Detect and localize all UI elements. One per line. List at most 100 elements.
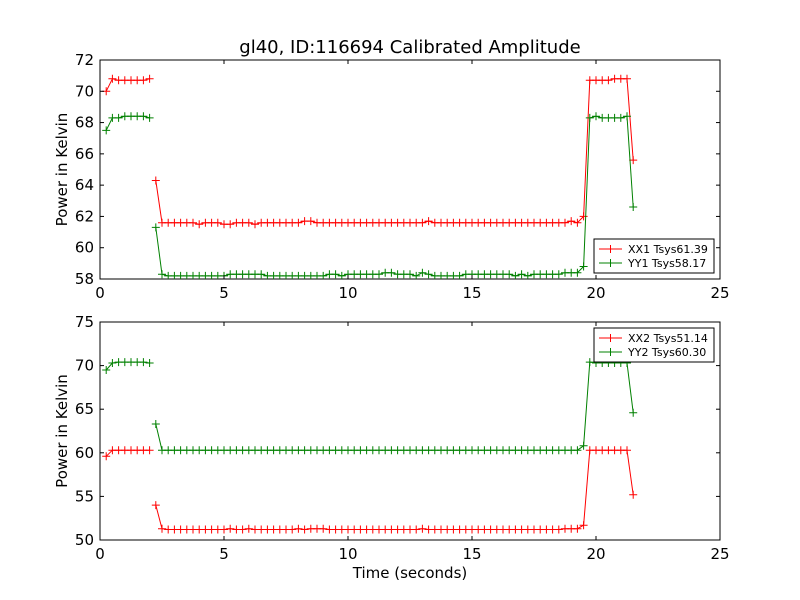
data-point-marker: [629, 490, 638, 499]
data-point-marker: [629, 408, 638, 417]
bottom-panel: 0 5 10 15 20 25 50 55 60 65 70 75 Power in Kelvin XX2…: [53, 313, 730, 563]
data-point-marker: [145, 359, 154, 367]
data-point-marker: [418, 268, 427, 277]
data-point-marker: [554, 270, 563, 279]
y-tick-label: 66: [75, 145, 94, 163]
data-point-marker: [288, 525, 297, 534]
data-point-marker: [151, 420, 160, 428]
data-point-marker: [523, 271, 532, 279]
data-point-marker: [579, 212, 588, 221]
data-point-marker: [418, 218, 427, 227]
data-point-marker: [220, 525, 228, 534]
legend-box: [593, 238, 715, 274]
y-tick-label: 75: [75, 313, 94, 331]
data-point-marker: [592, 112, 600, 121]
legend-label: YY2 Tsys60.30: [627, 346, 706, 359]
data-point-marker: [573, 446, 582, 455]
data-point-marker: [139, 112, 148, 121]
y-tick-label: 64: [75, 176, 94, 194]
x-tick-label: 5: [219, 284, 229, 302]
data-point-marker: [294, 524, 303, 533]
x-tick-label: 5: [219, 545, 229, 563]
legend-marker: [606, 334, 615, 342]
legend-label: YY1 Tsys58.17: [627, 257, 706, 270]
data-point-marker: [238, 525, 247, 534]
x-tick-label: 25: [710, 545, 729, 563]
x-tick-label: 20: [586, 284, 605, 302]
data-point-marker: [517, 270, 526, 279]
x-tick-label: 20: [586, 545, 605, 563]
series-yy1: [102, 112, 638, 279]
data-point-marker: [406, 270, 414, 279]
data-point-marker: [158, 270, 166, 279]
x-tick-label: 15: [462, 545, 481, 563]
data-point-marker: [151, 176, 160, 185]
y-tick-label: 55: [75, 487, 94, 505]
data-point-marker: [114, 113, 123, 122]
data-point-marker: [629, 203, 638, 211]
x-tick-label: 15: [462, 284, 481, 302]
data-point-marker: [244, 218, 253, 227]
data-point-marker: [455, 271, 464, 279]
data-point-marker: [319, 524, 328, 533]
data-point-marker: [158, 524, 166, 533]
y-tick-label: 70: [75, 357, 94, 375]
data-point-marker: [505, 270, 514, 279]
data-point-marker: [616, 113, 625, 122]
y-tick-label: 62: [75, 207, 94, 225]
data-point-marker: [337, 271, 346, 279]
data-point-marker: [424, 270, 433, 279]
data-point-marker: [102, 366, 111, 374]
data-point-marker: [257, 270, 266, 279]
data-point-marker: [579, 441, 588, 450]
y-tick-label: 65: [75, 400, 94, 418]
x-tick-label: 0: [95, 284, 105, 302]
data-point-marker: [573, 524, 582, 533]
y-tick-label: 72: [75, 51, 94, 69]
data-point-marker: [561, 218, 569, 227]
y-tick-label: 68: [75, 114, 94, 132]
y-tick-label: 58: [75, 270, 94, 288]
y-tick-label: 50: [75, 531, 94, 549]
top-panel: 0 5 10 15 20 25 58 60 62 64 66 68 70 72 Power in Kelvi…: [53, 51, 730, 302]
data-point-marker: [579, 521, 588, 530]
data-point-marker: [213, 218, 222, 227]
data-point-marker: [573, 268, 582, 277]
legend-label: XX1 Tsys61.39: [628, 243, 708, 256]
data-point-marker: [424, 217, 433, 226]
data-point-marker: [189, 218, 197, 227]
data-point-marker: [306, 217, 315, 226]
data-point-marker: [139, 76, 148, 85]
data-point-marker: [623, 446, 631, 455]
y-tick-label: 70: [75, 82, 94, 100]
data-point-marker: [145, 74, 154, 83]
data-point-marker: [375, 270, 383, 279]
data-point-marker: [623, 74, 631, 83]
y-tick-label: 60: [75, 239, 94, 257]
data-point-marker: [294, 218, 303, 227]
series-xx1: [102, 74, 638, 229]
data-point-marker: [145, 113, 154, 122]
data-point-marker: [102, 126, 111, 135]
legend-marker: [606, 245, 615, 253]
x-tick-label: 10: [338, 284, 357, 302]
data-point-marker: [412, 271, 421, 279]
data-point-marker: [300, 525, 309, 534]
data-point-marker: [108, 359, 117, 367]
data-point-marker: [387, 268, 396, 277]
data-point-marker: [226, 220, 235, 229]
data-point-marker: [108, 74, 117, 83]
data-point-marker: [412, 525, 421, 534]
chart-title: gl40, ID:116694 Calibrated Amplitude: [239, 37, 580, 58]
legend-box: [593, 327, 715, 363]
data-point-marker: [579, 262, 588, 271]
data-point-marker: [585, 358, 594, 367]
data-point-marker: [151, 501, 160, 510]
data-point-marker: [418, 524, 427, 533]
series-xx2: [102, 446, 638, 534]
data-point-marker: [604, 76, 613, 85]
data-point-marker: [567, 217, 576, 226]
